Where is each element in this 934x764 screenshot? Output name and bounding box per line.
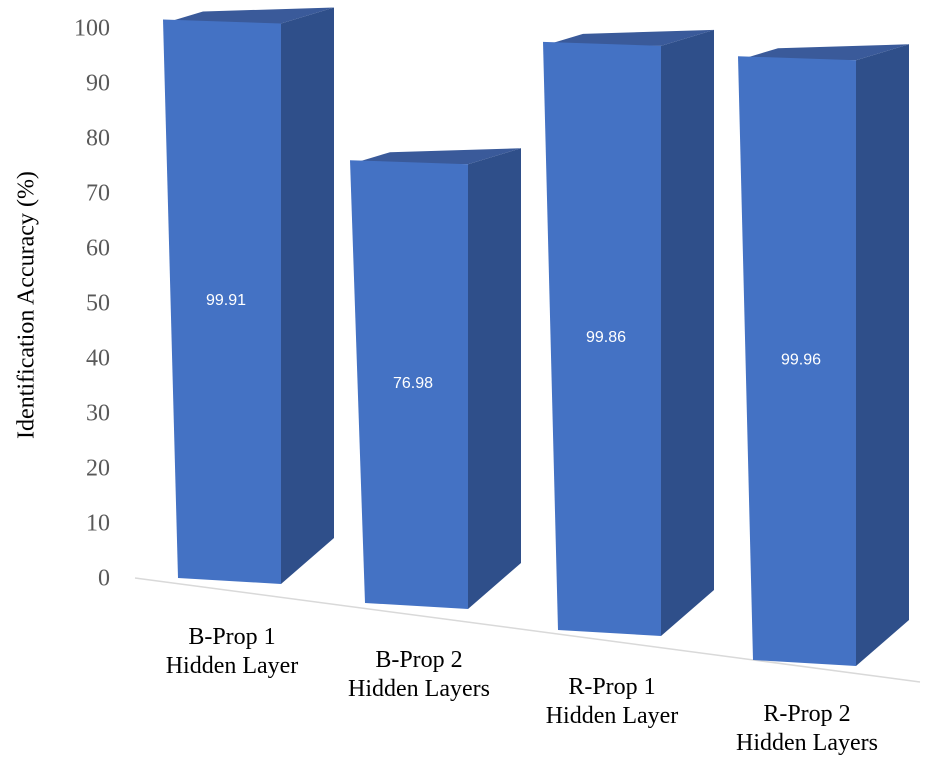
y-tick-label: 40 [86,346,110,372]
bar-front [543,41,661,637]
y-tick-label: 80 [86,126,110,152]
x-tick-label: B-Prop 1 Hidden Layer [165,624,299,679]
x-tick-label: B-Prop 2 Hidden Layers [348,647,490,702]
bar-side [661,29,714,637]
bar-front [163,19,281,584]
y-tick-label: 20 [86,456,110,482]
y-axis-label: Identification Accuracy (%) [14,171,40,439]
bar-side [856,44,909,667]
bar-top [543,29,714,46]
bar-side [468,148,521,610]
bar-top [163,7,334,24]
y-tick-label: 50 [86,291,110,317]
y-tick-label: 60 [86,236,110,262]
bar-front [738,56,856,667]
y-tick-label: 70 [86,181,110,207]
y-tick-label: 10 [86,511,110,537]
value-label: 99.96 [781,351,821,368]
bar-top [738,44,909,61]
y-tick-label: 100 [74,16,110,42]
bar-top [350,148,521,165]
y-tick-label: 90 [86,71,110,97]
value-label: 99.91 [206,292,246,309]
x-tick-label: R-Prop 1 Hidden Layer [545,674,679,729]
value-label: 99.86 [586,329,626,346]
bar-side [281,7,334,584]
value-label: 76.98 [393,375,433,392]
y-tick-label: 0 [98,566,110,592]
floor-line [134,577,921,683]
bar-front [350,160,468,610]
y-tick-label: 30 [86,401,110,427]
x-tick-label: R-Prop 2 Hidden Layers [736,701,878,756]
